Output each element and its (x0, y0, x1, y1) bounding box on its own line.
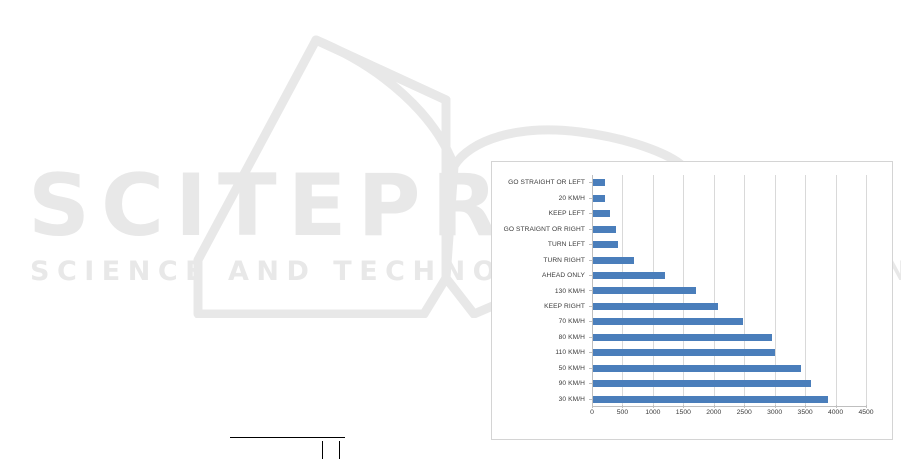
bar-row[interactable] (589, 376, 866, 391)
bar-row[interactable] (589, 237, 866, 252)
value-axis-labels: 0 500 1000 1500 2000 2500 3000 3500 4000 4500 (590, 405, 874, 423)
bar-row[interactable] (589, 252, 866, 267)
bar-row[interactable] (589, 314, 866, 329)
value-tick-label: 3000 (767, 409, 783, 416)
category-label: 50 KM/H (558, 364, 585, 372)
bar[interactable] (592, 380, 812, 388)
bar[interactable] (592, 364, 802, 372)
bar[interactable] (592, 287, 696, 295)
gridline (744, 175, 746, 407)
footer-rule (230, 437, 345, 438)
value-tick-label: 0 (590, 409, 594, 416)
category-label: 90 KM/H (558, 380, 585, 388)
bar-row[interactable] (589, 361, 866, 376)
bar-row[interactable] (589, 268, 866, 283)
category-label: 130 KM/H (554, 287, 585, 295)
value-axis-line (592, 175, 593, 407)
gridline (805, 175, 807, 407)
category-label: TURN LEFT (547, 241, 585, 249)
category-label: AHEAD ONLY (541, 272, 585, 280)
category-axis-line (592, 406, 866, 407)
bar[interactable] (592, 210, 610, 218)
category-label: KEEP RIGHT (544, 302, 585, 310)
bar[interactable] (592, 349, 775, 357)
category-tick (589, 352, 592, 354)
bar[interactable] (592, 302, 719, 310)
category-tick (589, 367, 592, 369)
value-tick-label: 500 (616, 409, 629, 416)
gridline (713, 175, 715, 407)
value-tick-label: 4000 (827, 409, 844, 416)
bar[interactable] (592, 333, 773, 341)
bar[interactable] (592, 318, 743, 326)
bar[interactable] (592, 241, 618, 249)
value-tick-label: 2000 (706, 409, 722, 416)
gridline (835, 175, 837, 407)
value-tick-label: 2500 (736, 409, 752, 416)
plot-area (589, 175, 867, 407)
category-label: 80 KM/H (558, 333, 585, 341)
category-tick (589, 398, 592, 400)
bar-row[interactable] (589, 190, 866, 205)
bar[interactable] (592, 179, 605, 187)
value-tick-label: 3500 (797, 409, 813, 416)
category-label: GO STRAIGHT OR LEFT (508, 179, 585, 187)
category-label: 30 KM/H (558, 395, 585, 403)
category-tick (589, 321, 592, 323)
bar-row[interactable] (589, 345, 866, 360)
value-tick (866, 405, 867, 408)
bar-row[interactable] (589, 221, 866, 236)
bar[interactable] (592, 256, 634, 264)
bar[interactable] (592, 225, 616, 233)
value-tick-label: 1000 (645, 409, 661, 416)
category-label: GO STRAIGNT OR RIGHT (503, 225, 585, 233)
bar-row[interactable] (589, 283, 866, 298)
category-axis-labels: GO STRAIGHT OR LEFT 20 KM/H KEEP LEFT GO ST… (492, 175, 591, 407)
bar[interactable] (592, 194, 605, 202)
value-tick-label: 4500 (858, 409, 874, 416)
bar[interactable] (592, 272, 666, 280)
bar-row[interactable] (589, 175, 866, 190)
gridline (774, 175, 776, 407)
footer-tick (339, 441, 340, 459)
category-label: TURN RIGHT (543, 256, 585, 264)
bar-chart: GO STRAIGHT OR LEFT 20 KM/H KEEP LEFT GO ST… (491, 161, 893, 440)
category-label: KEEP LEFT (548, 210, 585, 218)
value-tick-label: 1500 (675, 409, 691, 416)
bar[interactable] (592, 395, 829, 403)
bar-row[interactable] (589, 206, 866, 221)
footer-tick (322, 441, 323, 459)
gridline (866, 175, 867, 407)
category-label: 20 KM/H (558, 194, 585, 202)
category-tick (589, 383, 592, 385)
bar-row[interactable] (589, 392, 866, 407)
category-label: 70 KM/H (558, 318, 585, 326)
category-label: 110 KM/H (555, 349, 585, 357)
category-tick (589, 336, 592, 338)
bar-row[interactable] (589, 299, 866, 314)
bar-row[interactable] (589, 330, 866, 345)
